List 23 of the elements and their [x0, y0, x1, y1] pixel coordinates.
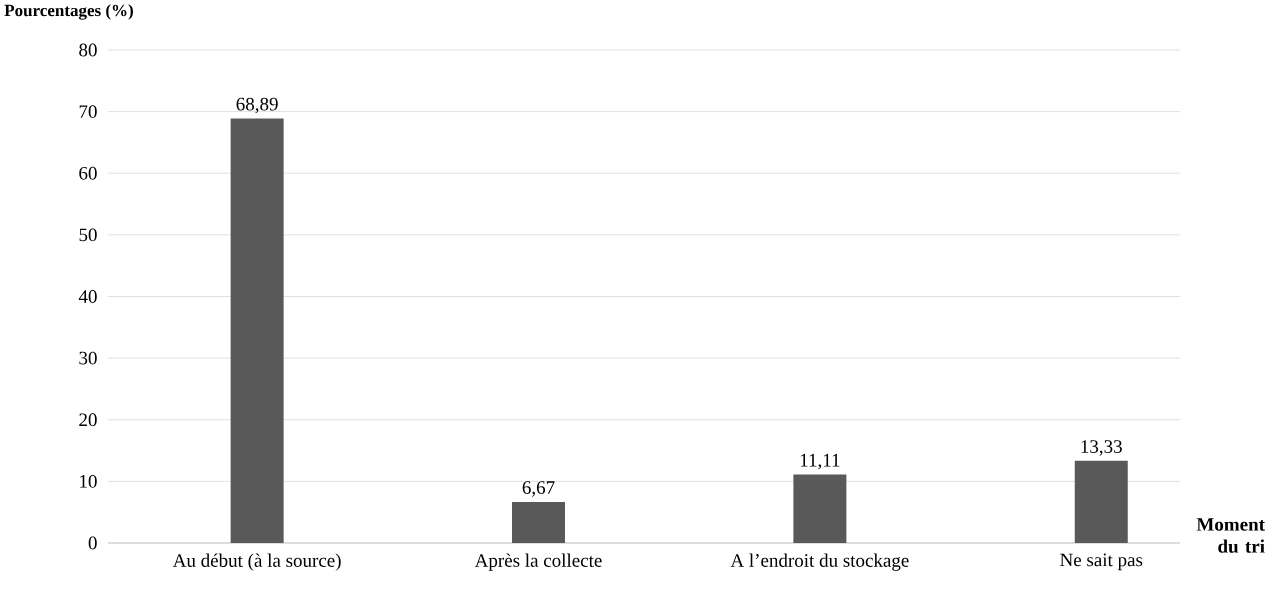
bar — [1074, 460, 1128, 543]
x-tick-label: Ne sait pas — [1060, 553, 1143, 571]
y-tick-label: 0 — [88, 536, 97, 550]
y-tick-label: 20 — [79, 413, 97, 427]
x-tick-label: A l’endroit du stockage — [730, 553, 909, 571]
x-tick-label: Au début (à la source) — [172, 553, 341, 571]
y-tick-label: 50 — [79, 228, 97, 242]
x-axis-title: Moment du tri — [1196, 518, 1265, 553]
bar — [230, 118, 284, 543]
y-tick-label: 40 — [78, 290, 97, 303]
data-label: 13,33 — [1081, 440, 1122, 456]
y-tick-label: 80 — [79, 43, 97, 57]
y-axis-title: Pourcentages (%) — [4, 4, 133, 20]
data-label: 6,67 — [522, 481, 555, 497]
bar — [512, 501, 566, 543]
data-label: 11,11 — [800, 453, 840, 470]
data-label: 68,89 — [236, 97, 278, 114]
y-tick-label: 30 — [79, 351, 97, 365]
x-tick-label: Après la collecte — [474, 553, 602, 571]
y-tick-label: 10 — [80, 474, 97, 488]
bar — [793, 474, 847, 543]
y-tick-label: 70 — [79, 105, 97, 119]
y-tick-label: 60 — [79, 166, 97, 180]
